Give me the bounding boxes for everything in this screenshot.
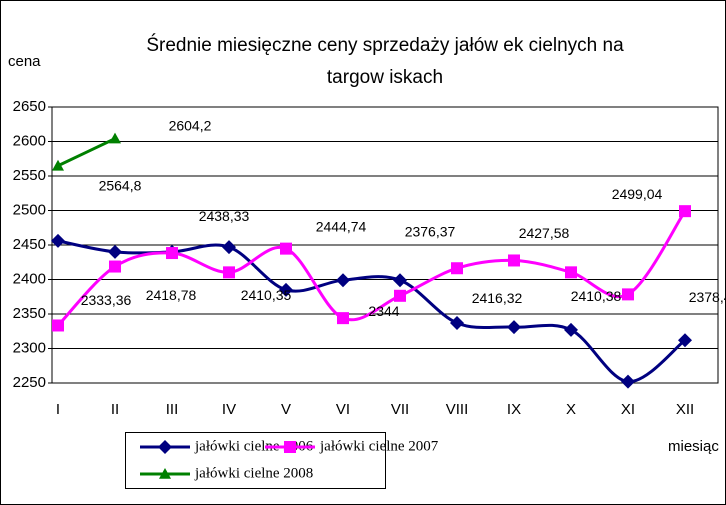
data-label: 2333,36 (81, 292, 132, 308)
chart-title: Średnie miesięczne ceny sprzedaży jałów … (146, 34, 624, 56)
x-tick-label: IV (222, 401, 236, 418)
data-label: 2604,2 (169, 117, 212, 133)
marker (678, 333, 692, 348)
marker (109, 260, 121, 273)
marker (450, 315, 464, 330)
marker (621, 374, 635, 389)
marker (507, 320, 521, 335)
marker (223, 266, 235, 279)
marker (679, 205, 691, 218)
y-tick-label: 2650 (13, 98, 46, 115)
marker (280, 242, 292, 255)
data-label: 2378,43 (689, 289, 726, 305)
x-tick-label: XII (676, 401, 694, 418)
data-label: 2344 (368, 303, 399, 319)
y-tick-label: 2400 (13, 270, 46, 287)
legend-label: jałówki cielne 2006 (194, 438, 314, 454)
marker (336, 273, 350, 288)
x-tick-label: III (166, 401, 179, 418)
marker (158, 440, 172, 454)
data-label: 2416,32 (472, 290, 523, 306)
marker (51, 233, 65, 248)
marker (108, 244, 122, 259)
x-tick-label: VI (336, 401, 350, 418)
marker (109, 132, 121, 144)
marker (622, 288, 634, 301)
data-label: 2427,58 (519, 225, 570, 241)
marker (284, 441, 296, 453)
legend-label: jałówki cielne 2007 (319, 438, 439, 454)
x-tick-label: IX (507, 401, 521, 418)
marker (394, 289, 406, 302)
x-tick-label: VII (391, 401, 409, 418)
x-tick-label: V (281, 401, 291, 418)
data-label: 2564,8 (99, 177, 142, 193)
x-tick-label: I (56, 401, 60, 418)
marker (564, 322, 578, 337)
y-tick-label: 2600 (13, 132, 46, 149)
y-tick-label: 2500 (13, 201, 46, 218)
x-tick-label: XI (621, 401, 635, 418)
x-tick-label: II (111, 401, 119, 418)
y-tick-label: 2550 (13, 167, 46, 184)
marker (222, 240, 236, 255)
marker (565, 266, 577, 279)
marker (508, 254, 520, 267)
marker (279, 282, 293, 297)
marker (159, 468, 171, 479)
y-tick-label: 2300 (13, 339, 46, 356)
y-tick-label: 2350 (13, 305, 46, 322)
y-axis-label: cena (8, 53, 41, 70)
data-label: 2410,35 (241, 287, 292, 303)
legend-box (125, 432, 386, 489)
marker (337, 312, 349, 325)
y-tick-label: 2250 (13, 374, 46, 391)
data-label: 2376,37 (405, 224, 456, 240)
marker (166, 247, 178, 260)
legend-label: jałówki cielne 2008 (194, 465, 313, 481)
marker (393, 273, 407, 288)
data-label: 2410,38 (571, 288, 622, 304)
data-label: 2444,74 (316, 218, 367, 234)
chart-title: targow iskach (327, 67, 443, 88)
marker (52, 159, 64, 171)
data-label: 2418,78 (146, 287, 197, 303)
marker (451, 262, 463, 275)
y-tick-label: 2450 (13, 236, 46, 253)
marker (52, 319, 64, 332)
x-axis-label: miesiąc (668, 438, 719, 455)
x-tick-label: VIII (446, 401, 469, 418)
data-label: 2499,04 (612, 186, 663, 202)
x-tick-label: X (566, 401, 576, 418)
data-label: 2438,33 (199, 208, 250, 224)
